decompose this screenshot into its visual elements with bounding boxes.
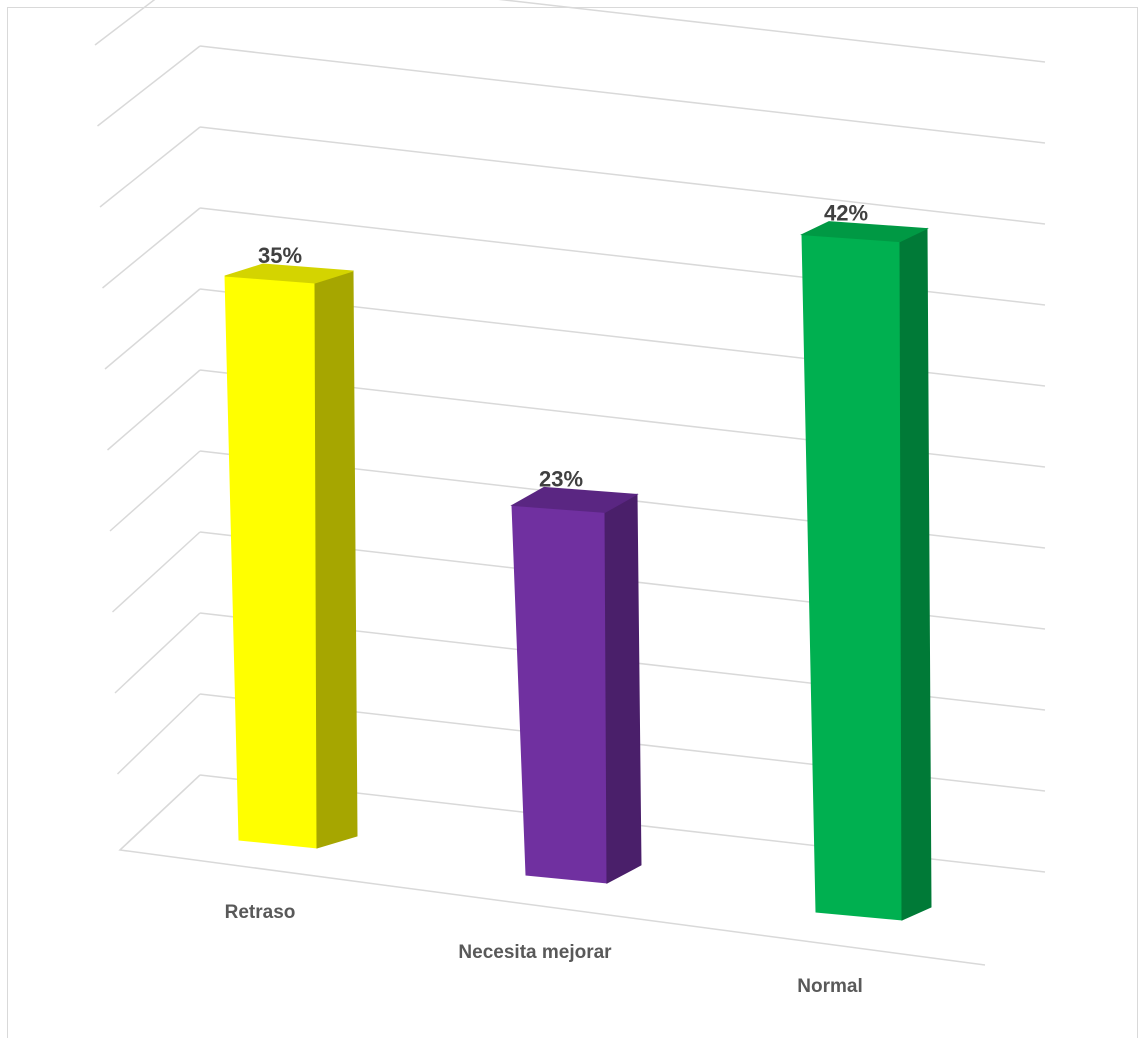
side-gridline xyxy=(114,612,201,694)
side-gridline xyxy=(111,531,201,613)
bar-top xyxy=(510,486,639,513)
side-gridline xyxy=(104,288,201,370)
value-labels: 35% 23% 42% xyxy=(258,201,868,492)
bar-0 xyxy=(224,263,358,849)
category-label: Necesita mejorar xyxy=(458,942,612,963)
bar-front xyxy=(511,504,608,884)
side-gridline xyxy=(94,0,156,46)
bar-top xyxy=(224,263,354,284)
gridline xyxy=(199,126,1046,225)
category-label: Normal xyxy=(797,976,862,997)
bar-side xyxy=(314,270,358,849)
bar-side xyxy=(899,227,932,921)
value-label: 23% xyxy=(539,466,583,491)
value-label: 42% xyxy=(824,201,868,226)
bar-1 xyxy=(510,486,642,884)
side-gridline xyxy=(109,450,201,532)
gridline xyxy=(498,0,1046,63)
category-label: Retraso xyxy=(225,902,296,923)
gridline xyxy=(199,45,1046,144)
bar-2 xyxy=(800,221,932,921)
side-gridline xyxy=(97,45,201,127)
value-label: 35% xyxy=(258,243,302,268)
side-gridline xyxy=(116,693,201,775)
bar-front xyxy=(224,275,318,849)
bar-side xyxy=(604,493,642,884)
side-gridline xyxy=(107,369,201,451)
side-gridline xyxy=(102,207,201,289)
bar-top xyxy=(800,221,929,243)
category-labels: Retraso Necesita mejorar Normal xyxy=(225,902,863,997)
bars xyxy=(224,221,932,921)
side-gridline xyxy=(99,126,201,208)
bar-front xyxy=(801,234,903,921)
side-gridline xyxy=(119,774,201,851)
